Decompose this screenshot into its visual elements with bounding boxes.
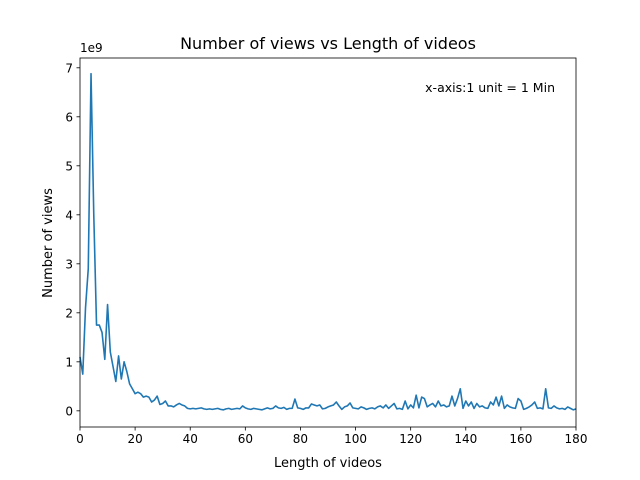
x-tick-label: 20: [127, 432, 142, 446]
chart-title: Number of views vs Length of videos: [180, 34, 476, 53]
x-tick-label: 180: [565, 432, 588, 446]
y-tick-label: 1: [65, 355, 73, 369]
series-line: [79, 72, 577, 411]
plot-area: 0 20 40 60 80 100 120 140 160 180 0 1 2 3 4 5 6 7: [65, 57, 588, 446]
x-axis-label: Length of videos: [274, 456, 382, 471]
x-tick-label: 0: [76, 432, 84, 446]
y-tick-label: 2: [65, 306, 73, 320]
y-tick-label: 7: [65, 61, 73, 75]
chart-annotation: x-axis:1 unit = 1 Min: [425, 80, 555, 95]
y-tick-label: 4: [65, 208, 73, 222]
y-tick-label: 0: [65, 404, 73, 418]
y-axis-label: Number of views: [41, 188, 56, 298]
y-tick-label: 5: [65, 159, 73, 173]
y-tick-label: 3: [65, 257, 73, 271]
x-tick-label: 80: [293, 432, 308, 446]
x-tick-label: 60: [238, 432, 253, 446]
y-axis-multiplier: 1e9: [80, 41, 103, 55]
y-tick-label: 6: [65, 110, 73, 124]
x-tick-label: 140: [454, 432, 477, 446]
x-tick-label: 100: [344, 432, 367, 446]
x-tick-label: 40: [183, 432, 198, 446]
x-tick-label: 160: [509, 432, 532, 446]
axes-frame: [79, 57, 577, 428]
x-tick-label: 120: [399, 432, 422, 446]
